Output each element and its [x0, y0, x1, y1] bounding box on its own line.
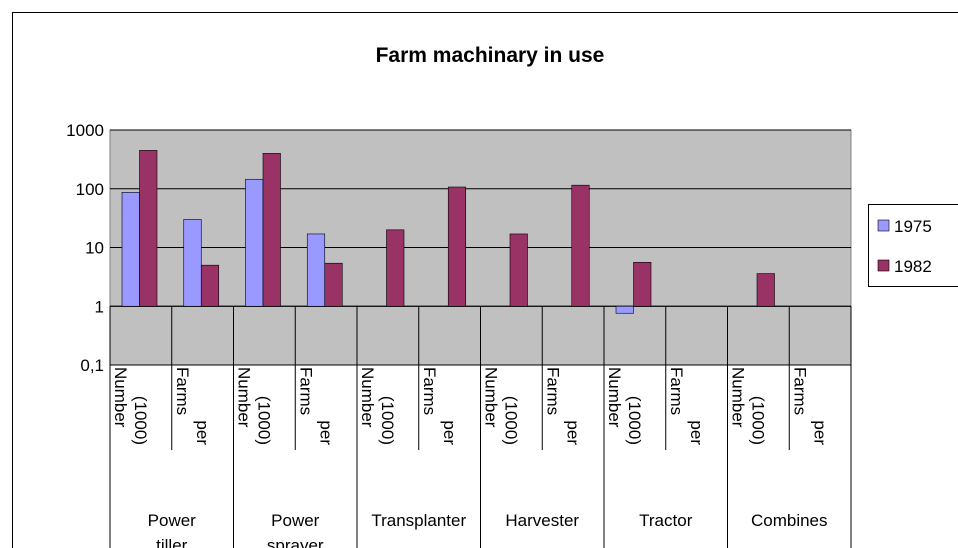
group-label-line: Power	[148, 511, 197, 530]
bar	[324, 262, 343, 307]
group-label: Tractor	[639, 511, 693, 530]
bar	[571, 184, 590, 307]
x-tick-label: Number (1000)	[235, 367, 274, 445]
group-label: Combines	[751, 511, 828, 530]
x-tick-label-line: (1000)	[625, 391, 644, 445]
x-tick-label-line: per	[316, 416, 335, 446]
x-tick-label: Farms per	[667, 367, 706, 445]
x-tick-label-line: (1000)	[502, 391, 521, 445]
group-label-line: sprayer	[267, 536, 324, 548]
y-tick-label: 10	[85, 239, 104, 258]
group-label: Power sprayer	[267, 511, 324, 548]
group-label: Transplanter	[371, 511, 466, 530]
chart-title: Farm machinary in use	[376, 44, 605, 67]
bar	[183, 219, 202, 307]
legend-swatch	[877, 259, 890, 272]
group-label: Harvester	[505, 511, 579, 530]
y-tick-label: 0,1	[80, 356, 104, 375]
legend-swatch	[877, 219, 890, 232]
x-tick-label-line: (1000)	[131, 391, 150, 445]
x-tick-label-line: (1000)	[255, 391, 274, 445]
legend-label: 1975	[894, 217, 932, 236]
x-tick-label: Number (1000)	[729, 367, 768, 445]
y-tick-label: 1	[95, 297, 104, 316]
x-tick-label-line: (1000)	[749, 391, 768, 445]
bar	[121, 192, 140, 307]
x-tick-label-line: Number	[111, 367, 130, 428]
bar	[615, 305, 634, 314]
x-tick-label-line: per	[193, 416, 212, 446]
x-tick-label: Farms per	[420, 367, 459, 445]
group-label-line: Transplanter	[371, 511, 466, 530]
x-tick-label: Number (1000)	[605, 367, 644, 445]
x-tick-label: Farms per	[790, 367, 829, 445]
x-tick-label: Farms per	[543, 367, 582, 445]
x-tick-label-line: Number	[605, 367, 624, 428]
group-label: Power tiller	[148, 511, 197, 548]
x-tick-label-line: per	[810, 416, 829, 446]
bar	[447, 186, 467, 307]
bar	[509, 233, 528, 307]
bar	[200, 264, 220, 307]
group-label-line: Combines	[751, 511, 828, 530]
x-tick-label-line: Farms	[296, 367, 315, 415]
x-tick-label: Number (1000)	[482, 367, 521, 445]
x-tick-label-line: Farms	[667, 367, 686, 415]
x-tick-label-line: Number	[235, 367, 254, 428]
bar	[262, 153, 281, 307]
bar	[633, 261, 652, 307]
x-tick-label-line: Farms	[543, 367, 562, 415]
x-tick-label-line: per	[563, 416, 582, 446]
x-tick-label-line: per	[687, 416, 706, 446]
x-tick-label-line: Number	[358, 367, 377, 428]
x-tick-label-line: Number	[482, 367, 501, 428]
legend-label: 1982	[894, 257, 932, 276]
x-tick-label-line: Farms	[790, 367, 809, 415]
x-tick-label-line: per	[440, 416, 459, 446]
bar	[386, 229, 405, 307]
y-tick-label: 1000	[66, 121, 104, 140]
x-tick-label: Number (1000)	[358, 367, 397, 445]
bar	[306, 233, 326, 307]
x-tick-label: Farms per	[173, 367, 212, 445]
group-label-line: tiller	[156, 536, 188, 548]
legend-box	[868, 204, 958, 287]
x-tick-label-line: Number	[729, 367, 748, 428]
x-tick-label: Number (1000)	[111, 367, 150, 445]
bar	[756, 273, 775, 307]
group-label-line: Tractor	[639, 511, 693, 530]
x-tick-label: Farms per	[296, 367, 335, 445]
group-label-line: Harvester	[505, 511, 579, 530]
bar	[139, 150, 158, 307]
x-tick-label-line: Farms	[173, 367, 192, 415]
y-tick-label: 100	[76, 180, 104, 199]
x-tick-label-line: (1000)	[378, 391, 397, 445]
bar	[245, 178, 264, 307]
x-tick-label-line: Farms	[420, 367, 439, 415]
group-label-line: Power	[271, 511, 320, 530]
